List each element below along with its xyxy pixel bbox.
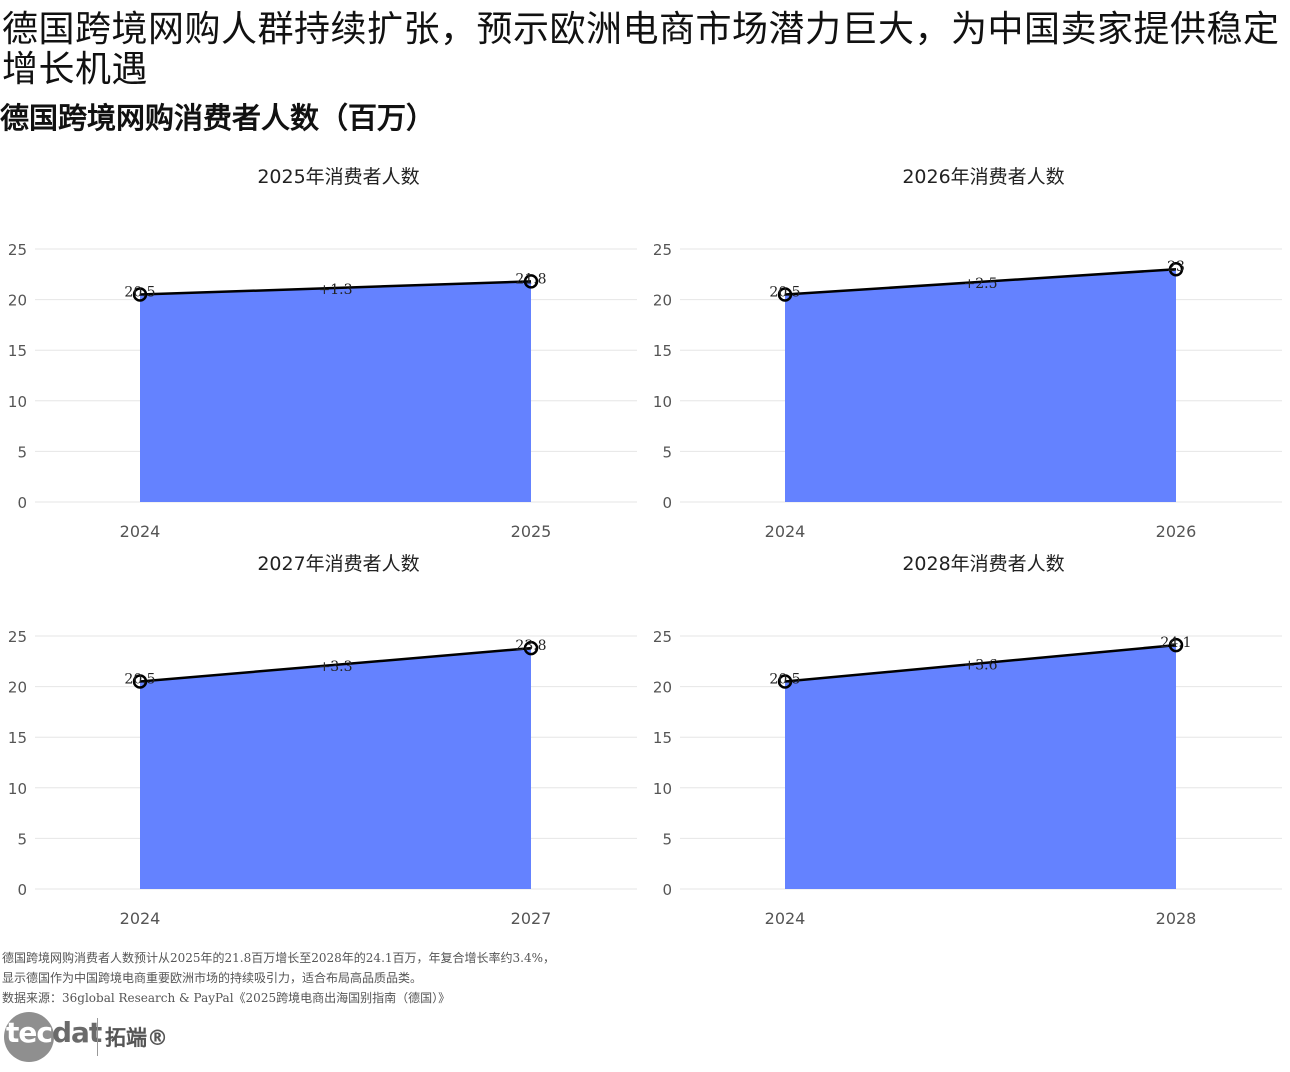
y-tick-label: 10 xyxy=(653,780,672,798)
page-title: 德国跨境网购人群持续扩张，预示欧洲电商市场潜力巨大，为中国卖家提供稳定增长机遇 xyxy=(2,9,1280,90)
note-line-1: 德国跨境网购消费者人数预计从2025年的21.8百万增长至2028年的24.1百… xyxy=(2,951,556,965)
x-tick-label: 2027 xyxy=(511,909,552,928)
x-tick-label: 2024 xyxy=(120,909,161,928)
chart-title: 2028年消费者人数 xyxy=(902,553,1064,575)
point-label: 24.1 xyxy=(1160,635,1191,651)
logo-chinese-name: 拓端® xyxy=(105,1026,168,1050)
y-tick-label: 10 xyxy=(8,393,27,411)
y-tick-label: 0 xyxy=(17,881,27,899)
note-line-2: 显示德国作为中国跨境电商重要欧洲市场的持续吸引力，适合布局高品质品类。 xyxy=(2,971,423,985)
y-tick-label: 5 xyxy=(17,443,27,461)
y-tick-label: 5 xyxy=(662,443,672,461)
note-source: 数据来源：36global Research & PayPal《2025跨境电商… xyxy=(2,991,451,1005)
change-label: +3.6 xyxy=(964,657,998,673)
point-label: 20.5 xyxy=(769,285,800,301)
change-label: +2.5 xyxy=(964,276,998,292)
point-label: 23.8 xyxy=(515,638,546,654)
point-label: 23 xyxy=(1167,259,1185,275)
x-tick-label: 2024 xyxy=(765,522,806,541)
area-fill xyxy=(140,648,531,889)
chart-panel-3: 2027年消费者人数 0 5 10 15 20 25 20.5 23.8 +3.3 2024 2027 xyxy=(8,553,637,928)
series-line xyxy=(784,267,1177,296)
area-fill xyxy=(140,281,531,502)
area-fill xyxy=(785,645,1176,889)
data-point xyxy=(777,287,793,302)
change-label: +1.3 xyxy=(319,282,353,298)
y-tick-label: 15 xyxy=(8,729,27,747)
data-point xyxy=(523,274,539,289)
series-line xyxy=(784,643,1177,683)
y-tick-label: 20 xyxy=(653,679,672,697)
y-tick-label: 20 xyxy=(653,292,672,310)
x-tick-label: 2025 xyxy=(511,522,552,541)
x-tick-label: 2024 xyxy=(120,522,161,541)
chart-panel-2: 2026年消费者人数 0 5 10 15 20 25 20.5 23 +2.5 2024 2026 xyxy=(653,166,1282,541)
y-tick-label: 0 xyxy=(662,494,672,512)
point-label: 20.5 xyxy=(769,672,800,688)
page-subtitle: 德国跨境网购消费者人数（百万） xyxy=(0,101,436,135)
y-tick-label: 15 xyxy=(653,342,672,360)
y-tick-label: 20 xyxy=(8,292,27,310)
chart-title: 2025年消费者人数 xyxy=(257,166,419,188)
area-fill xyxy=(785,269,1176,502)
y-tick-label: 0 xyxy=(662,881,672,899)
brand-logo: tecdat 拓端® xyxy=(2,1010,202,1066)
series-line xyxy=(139,280,532,296)
chart-title: 2026年消费者人数 xyxy=(902,166,1064,188)
chart-panel-4: 2028年消费者人数 0 5 10 15 20 25 20.5 24.1 +3.6 2024 2028 xyxy=(653,553,1282,928)
x-tick-label: 2028 xyxy=(1156,909,1197,928)
logo-circle-icon xyxy=(4,1012,54,1062)
y-tick-label: 0 xyxy=(17,494,27,512)
y-tick-label: 25 xyxy=(653,628,672,646)
point-label: 20.5 xyxy=(124,285,155,301)
data-point xyxy=(523,640,539,656)
y-tick-label: 25 xyxy=(8,241,27,259)
logo-divider xyxy=(97,1018,98,1056)
y-tick-label: 10 xyxy=(653,393,672,411)
data-point xyxy=(132,287,148,302)
chart-notes: 德国跨境网购消费者人数预计从2025年的21.8百万增长至2028年的24.1百… xyxy=(2,948,555,1008)
data-point xyxy=(1168,261,1184,277)
y-tick-label: 25 xyxy=(653,241,672,259)
y-tick-label: 25 xyxy=(8,628,27,646)
data-point xyxy=(1168,637,1184,653)
y-tick-label: 5 xyxy=(662,830,672,848)
y-tick-label: 15 xyxy=(653,729,672,747)
y-tick-label: 10 xyxy=(8,780,27,798)
data-point xyxy=(132,674,148,689)
point-label: 21.8 xyxy=(515,271,546,287)
x-tick-label: 2026 xyxy=(1156,522,1197,541)
chart-title: 2027年消费者人数 xyxy=(257,553,419,575)
series-line xyxy=(139,646,532,683)
y-tick-label: 5 xyxy=(17,830,27,848)
logo-wordmark: tecdat xyxy=(6,1016,102,1049)
y-tick-label: 15 xyxy=(8,342,27,360)
x-tick-label: 2024 xyxy=(765,909,806,928)
change-label: +3.3 xyxy=(319,659,353,675)
data-point xyxy=(777,674,793,689)
y-tick-label: 20 xyxy=(8,679,27,697)
point-label: 20.5 xyxy=(124,672,155,688)
